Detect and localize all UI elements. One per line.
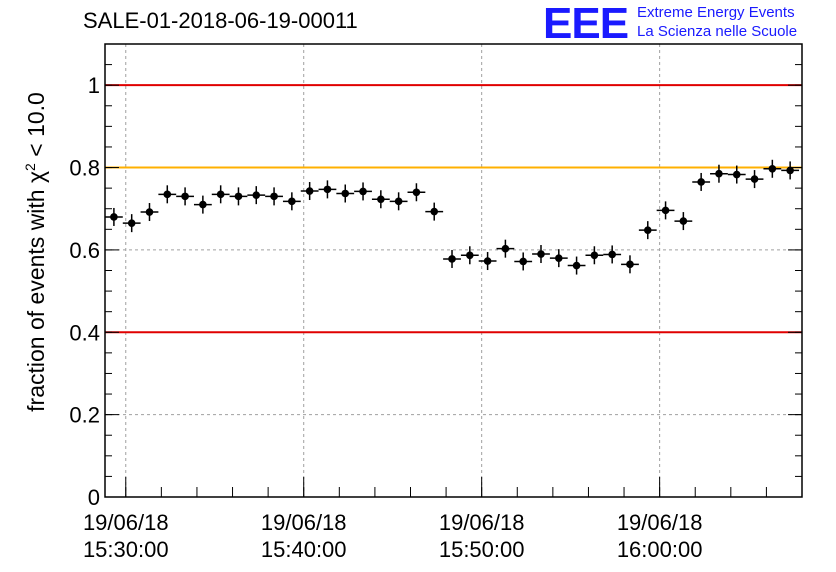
data-point	[768, 164, 777, 173]
data-point	[359, 187, 367, 196]
data-point	[216, 190, 225, 199]
data-point	[537, 250, 545, 258]
data-point	[697, 178, 705, 186]
data-point	[252, 191, 261, 199]
data-point	[483, 257, 492, 265]
data-point	[519, 257, 527, 266]
eee-logo-text: Extreme Energy Events La Scienza nelle S…	[637, 3, 797, 41]
x-tick-date-label: 19/06/18	[617, 510, 703, 535]
data-point	[590, 251, 599, 260]
x-tick-date-label: 19/06/18	[439, 510, 525, 535]
data-point	[394, 197, 403, 206]
data-point	[466, 251, 474, 260]
data-point	[270, 192, 278, 201]
x-tick-time-label: 16:00:00	[617, 537, 703, 562]
y-tick-label: 0.6	[69, 238, 100, 263]
data-point	[643, 226, 652, 234]
data-point	[305, 187, 314, 195]
data-point	[786, 166, 794, 175]
data-point	[661, 206, 670, 215]
data-point	[430, 207, 439, 216]
data-point	[181, 192, 189, 201]
data-point	[750, 175, 759, 183]
data-point	[163, 190, 172, 199]
y-tick-label: 1	[88, 73, 100, 98]
data-point	[626, 260, 634, 269]
data-point	[715, 169, 723, 178]
y-tick-label: 0.2	[69, 403, 100, 428]
data-point	[412, 188, 421, 197]
data-point	[341, 189, 350, 198]
logo-line-2: La Scienza nelle Scuole	[637, 23, 798, 40]
y-tick-label: 0	[88, 485, 100, 510]
data-point	[127, 219, 136, 227]
x-tick-time-label: 15:50:00	[439, 537, 525, 562]
data-point	[501, 244, 510, 253]
x-tick-date-label: 19/06/18	[261, 510, 347, 535]
data-point	[145, 208, 154, 216]
data-point	[234, 192, 243, 201]
data-point	[572, 261, 581, 270]
data-point	[448, 255, 456, 263]
data-point	[110, 213, 118, 221]
data-point	[608, 250, 616, 259]
x-tick-time-label: 15:30:00	[83, 537, 169, 562]
data-point	[732, 170, 741, 179]
y-tick-label: 0.8	[69, 156, 100, 181]
chart-title: SALE-01-2018-06-19-00011	[83, 8, 358, 33]
data-point	[554, 254, 563, 262]
plot-area	[105, 44, 802, 497]
data-point	[679, 217, 688, 225]
y-tick-label: 0.4	[69, 320, 100, 345]
logo-line-1: Extreme Energy Events	[637, 4, 795, 21]
data-point	[199, 200, 207, 209]
data-point	[377, 195, 385, 204]
data-point	[288, 197, 296, 206]
data-point	[323, 185, 332, 194]
x-tick-date-label: 19/06/18	[83, 510, 169, 535]
x-tick-time-label: 15:40:00	[261, 537, 347, 562]
eee-logo: EEE	[543, 0, 629, 48]
